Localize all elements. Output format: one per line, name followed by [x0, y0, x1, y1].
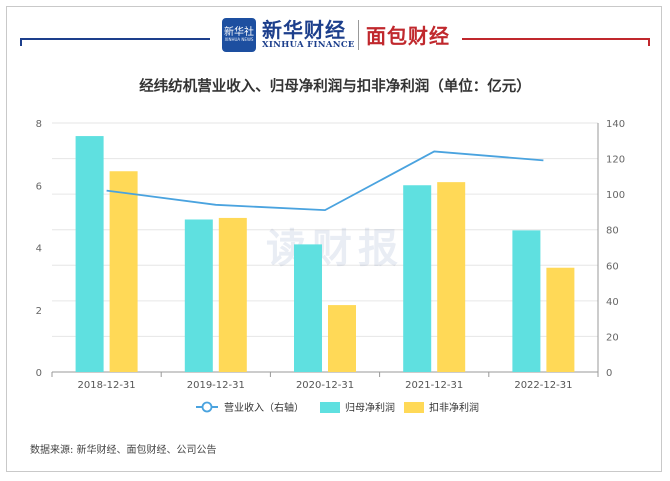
data-source-note: 数据来源: 新华财经、面包财经、公司公告: [30, 445, 217, 456]
bar-deducted-profit: [109, 171, 138, 372]
header-rule-left-tick: [20, 38, 22, 46]
x-tick-label: 2022-12-31: [514, 380, 572, 391]
xinhua-news-logo: 新华社 XINHUA NEWS: [222, 18, 256, 52]
y2-tick-label: 80: [606, 226, 619, 237]
bar-deducted-profit: [328, 305, 356, 372]
chart-title: 经纬纺机营业收入、归母净利润与扣非净利润（单位：亿元）: [139, 77, 531, 95]
legend-label: 扣非净利润: [429, 401, 479, 414]
revenue-line: [106, 150, 544, 212]
bar-deducted-profit: [437, 182, 466, 372]
xinhua-logo-subtext: XINHUA NEWS: [224, 37, 254, 43]
legend-label: 营业收入（右轴）: [224, 401, 304, 414]
x-tick-label: 2021-12-31: [405, 380, 463, 391]
xinhua-finance-logo-en: XINHUA FINANCE: [262, 40, 355, 50]
bar-net-profit: [512, 230, 541, 372]
header-rule-right-tick: [648, 38, 650, 46]
y2-tick-label: 0: [606, 368, 612, 379]
y2-tick-label: 20: [606, 332, 619, 343]
xinhua-finance-logo-cn: 新华财经: [262, 18, 346, 42]
y-tick-label: 8: [36, 119, 42, 130]
x-tick-label: 2019-12-31: [187, 380, 245, 391]
legend-marker: [201, 401, 213, 413]
x-tick-label: 2018-12-31: [78, 380, 136, 391]
xinhua-logo-text: 新华社: [224, 27, 254, 39]
watermark-text: 读财报: [266, 226, 404, 272]
y-tick-label: 6: [36, 181, 42, 192]
y2-tick-label: 140: [606, 119, 625, 130]
legend-bar-swatch: [320, 402, 340, 413]
bar-net-profit: [75, 136, 104, 372]
y-tick-label: 2: [36, 306, 42, 317]
bar-deducted-profit: [218, 217, 247, 372]
mianbao-finance-logo: 面包财经: [366, 24, 450, 48]
bar-net-profit: [294, 244, 322, 372]
bar-net-profit: [403, 185, 432, 372]
logo-separator: [358, 20, 359, 50]
legend-label: 归母净利润: [345, 401, 395, 414]
header: 新华社 XINHUA NEWS 新华财经 XINHUA FINANCE 面包财经: [0, 0, 670, 56]
y2-tick-label: 40: [606, 297, 619, 308]
header-rule-left: [20, 38, 210, 40]
header-rule-right: [462, 38, 650, 40]
y2-tick-label: 60: [606, 261, 619, 272]
legend-bar-swatch: [404, 402, 424, 413]
bar-deducted-profit: [546, 267, 575, 372]
chart-frame: [6, 6, 662, 472]
y-tick-label: 4: [36, 244, 42, 255]
y2-tick-label: 120: [606, 155, 625, 166]
y-tick-label: 0: [36, 368, 42, 379]
y2-tick-label: 100: [606, 190, 625, 201]
bar-net-profit: [184, 219, 213, 372]
x-tick-label: 2020-12-31: [296, 380, 354, 391]
